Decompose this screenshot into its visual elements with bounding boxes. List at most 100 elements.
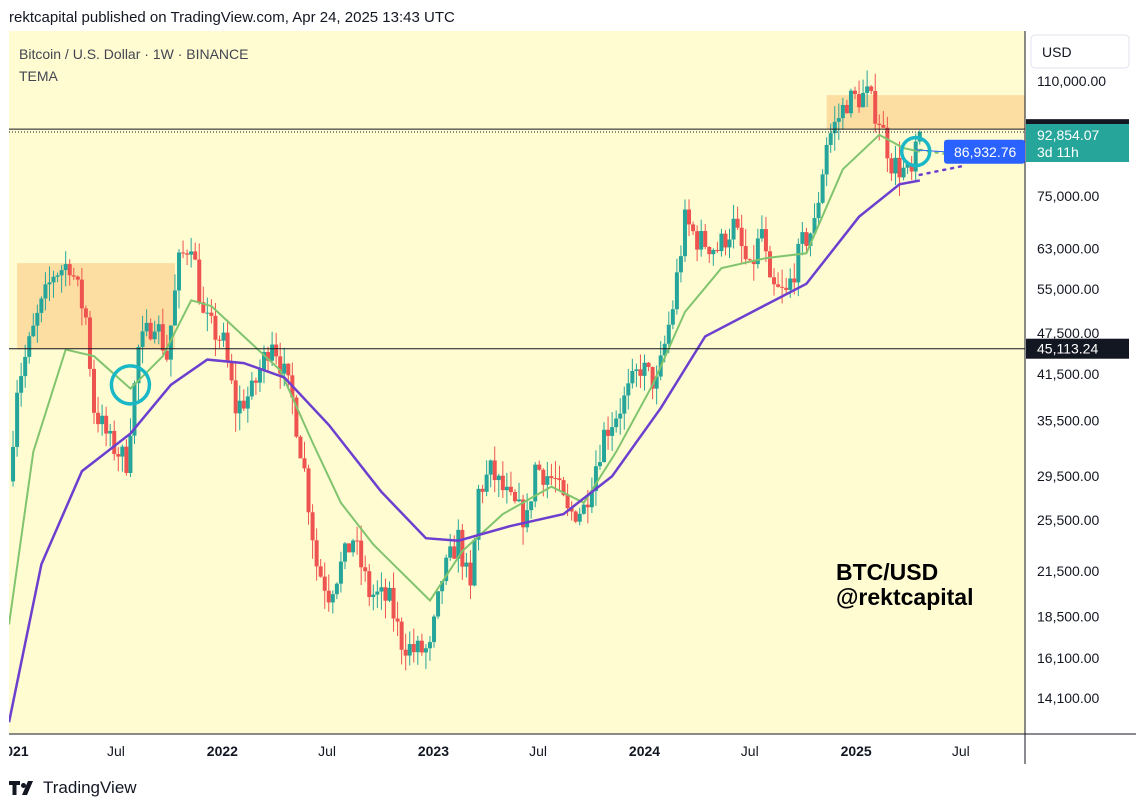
candle-body-218 [893,157,898,174]
chart-svg[interactable]: 110,000.00 75,000.00 63,000.00 55,000.00 47,… [9,31,1136,764]
candle-body-49 [209,312,214,316]
candle-body-201 [824,144,829,175]
y-tick-2: 63,000.00 [1037,240,1099,256]
candle-body-99 [411,644,416,653]
candle-body-145 [597,462,602,467]
candle-body-213 [873,91,878,124]
tradingview-footer[interactable]: TradingView [9,776,137,800]
y-tick-4: 47,500.00 [1037,325,1099,341]
candle-body-26 [116,454,121,457]
candle-body-116 [480,488,485,492]
candle-body-156 [642,362,647,376]
candle-body-137 [565,495,570,509]
x-tick-1: Jul [107,743,125,759]
candle-body-57 [241,400,246,409]
candle-body-132 [545,476,550,485]
candle-body-162 [666,324,671,344]
y-tick-5: 41,500.00 [1037,366,1099,382]
candle-body-77 [322,576,327,591]
price-tag-bg [944,139,1025,164]
candle-body-112 [464,562,469,567]
candle-body-44 [189,251,194,255]
tradingview-brand: TradingView [43,778,137,797]
y-tick-0: 110,000.00 [1037,73,1106,89]
candle-body-39 [168,325,173,360]
candle-body-186 [763,229,768,252]
candle-body-207 [848,90,853,114]
candle-body-8 [43,284,48,299]
candle-body-142 [585,504,590,508]
candle-body-51 [217,339,222,341]
candle-body-144 [593,466,598,492]
candle-body-121 [500,475,505,491]
candle-body-155 [638,369,643,376]
candle-body-52 [221,332,226,341]
currency-selector[interactable]: USD [1030,34,1130,69]
candle-body-61 [257,369,262,383]
last-price-tag-bg [1026,124,1129,163]
candle-body-105 [436,591,441,617]
candle-body-206 [844,105,849,114]
candle-body-149 [614,418,619,428]
candle-body-47 [201,302,206,313]
candle-body-12 [59,270,64,276]
candle-body-214 [877,123,882,126]
candle-body-169 [695,231,700,250]
y-tick-3: 55,000.00 [1037,281,1099,297]
candle-body-180 [739,227,744,247]
x-tick-2: 2022 [207,743,238,759]
candle-body-58 [245,396,250,409]
candle-body-148 [610,427,615,436]
y-tick-10: 18,500.00 [1037,608,1099,624]
candle-body-118 [488,460,493,475]
highlight-circles [109,135,932,406]
price-chart[interactable]: 110,000.00 75,000.00 63,000.00 55,000.00 47,… [9,31,1136,764]
candle-body-81 [338,561,343,584]
candle-body-117 [484,474,489,492]
currency-label[interactable]: USD [1042,44,1072,60]
candle-body-96 [399,621,404,650]
candle-body-93 [387,587,392,601]
candle-body-37 [160,324,165,351]
y-tick-7: 29,500.00 [1037,468,1099,484]
candle-body-126 [521,499,526,528]
candle-body-22 [100,415,105,425]
candle-body-54 [229,361,234,381]
candle-body-172 [707,246,712,255]
candle-body-221 [905,163,910,168]
candle-body-6 [35,312,40,326]
y-tick-11: 16,100.00 [1037,650,1099,666]
candle-body-85 [355,540,360,542]
chart-title: Bitcoin / U.S. Dollar · 1W · BINANCE [19,46,249,62]
candle-body-122 [504,486,509,491]
candle-body-111 [460,529,465,567]
candle-body-195 [800,232,805,244]
candle-body-20 [92,368,97,413]
candle-body-190 [780,286,785,288]
chart-labels: Bitcoin / U.S. Dollar · 1W · BINANCE TEM… [19,46,973,610]
candle-body-219 [897,157,902,178]
candle-body-103 [427,642,432,649]
annotation-line-1: BTC/USD [836,559,938,585]
candle-body-104 [432,616,437,643]
candle-body-110 [456,529,461,559]
candle-body-35 [152,331,157,340]
candle-body-208 [852,90,857,95]
candle-body-136 [561,480,566,496]
candle-body-67 [282,363,287,374]
candle-body-23 [104,415,109,434]
candle-body-38 [164,350,169,360]
candle-body-92 [383,587,388,601]
candle-body-124 [512,491,517,502]
candle-body-30 [132,383,137,436]
candle-body-90 [375,591,380,595]
x-tick-6: 2024 [629,743,660,759]
candle-body-68 [286,363,291,376]
candle-body-202 [828,133,833,145]
candle-body-168 [691,224,696,232]
candle-body-72 [302,458,307,469]
tema-slow-projection [918,164,966,177]
candle-body-187 [767,251,772,278]
candle-body-40 [172,290,177,326]
price-tag: 86,932.76 [954,144,1016,160]
